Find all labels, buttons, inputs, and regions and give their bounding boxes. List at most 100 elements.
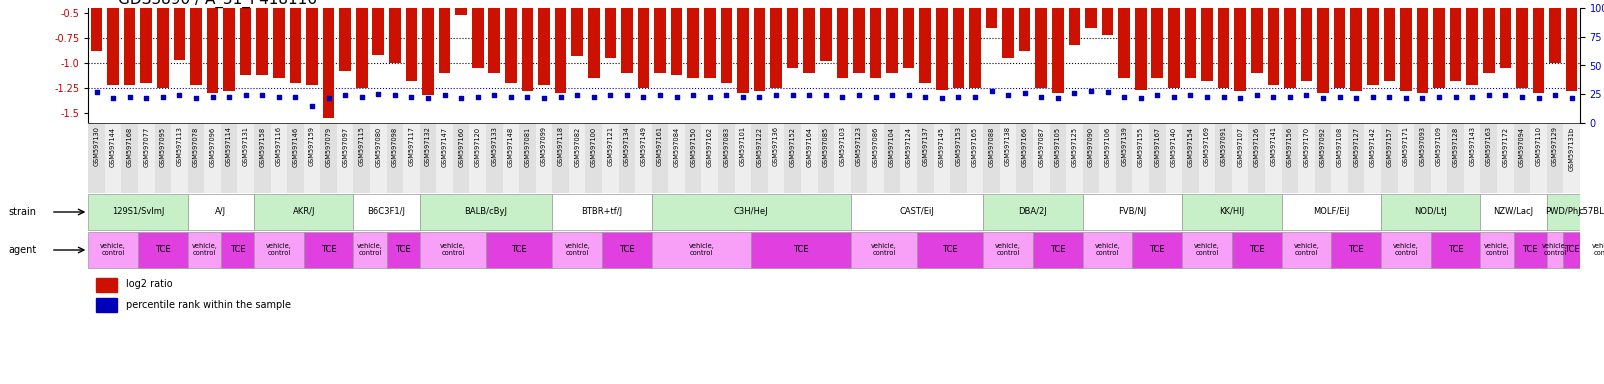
Bar [241,0,252,75]
Point [217,93,242,99]
Text: MOLF/EiJ: MOLF/EiJ [1314,207,1349,217]
Text: GSM597155: GSM597155 [1137,126,1144,167]
Text: log2 ratio: log2 ratio [125,279,172,289]
Text: AKR/J: AKR/J [292,207,314,217]
Text: agent: agent [8,245,37,255]
Bar [253,194,353,230]
Bar [1480,123,1497,193]
Bar [456,0,467,15]
Text: NOD/LtJ: NOD/LtJ [1415,207,1447,217]
Point [1046,94,1071,101]
Bar [237,123,253,193]
Text: GDS3890 / A_51_P418116: GDS3890 / A_51_P418116 [119,0,318,8]
Point [298,103,324,109]
Point [730,93,755,99]
Bar [868,123,884,193]
Bar [1546,123,1564,193]
Text: vehicle,
control: vehicle, control [266,243,292,257]
Bar [1132,123,1148,193]
Bar [651,232,751,268]
Bar [1400,0,1412,91]
Bar [635,123,651,193]
Bar [720,0,731,83]
Text: TCE: TCE [1448,245,1463,255]
Point [1078,88,1104,94]
Text: GSM597139: GSM597139 [1121,126,1128,166]
Bar [1148,123,1166,193]
Text: GSM597079: GSM597079 [326,126,332,167]
Bar [1266,123,1282,193]
Point [962,93,988,99]
Text: GSM597114: GSM597114 [226,126,233,167]
Point [531,94,557,101]
Bar [122,123,138,193]
Text: GSM597099: GSM597099 [541,126,547,167]
Text: vehicle,
control: vehicle, control [1591,243,1604,257]
Bar [204,123,221,193]
Text: GSM597156: GSM597156 [1286,126,1293,167]
Bar [953,0,964,88]
Bar [552,194,651,230]
Bar [1033,123,1049,193]
Text: C3H/HeJ: C3H/HeJ [735,207,768,217]
Text: GSM597164: GSM597164 [807,126,812,167]
Bar [422,0,433,95]
Text: GSM597170: GSM597170 [1304,126,1309,167]
Bar [1431,232,1480,268]
Bar [322,0,334,118]
Text: GSM597131b: GSM597131b [1569,126,1575,170]
Text: GSM597157: GSM597157 [1386,126,1392,167]
Point [1028,93,1054,99]
Bar [172,123,188,193]
Point [449,94,475,101]
Bar [704,0,715,78]
Point [1476,92,1501,98]
Text: GSM597154: GSM597154 [1187,126,1193,167]
Point [1227,94,1253,101]
Bar [372,0,383,55]
Text: BTBR+tf/J: BTBR+tf/J [582,207,622,217]
Point [151,93,176,99]
Bar [273,0,284,78]
Point [250,92,276,98]
Bar [138,123,154,193]
Bar [154,123,172,193]
Bar [1484,0,1495,73]
Point [1161,93,1187,99]
Text: vehicle,
control: vehicle, control [688,243,714,257]
Bar [638,0,650,88]
Bar [701,123,719,193]
Bar [1285,0,1296,88]
Bar [96,298,117,311]
Bar [585,123,602,193]
Text: GSM597133: GSM597133 [491,126,497,166]
Text: TCE: TCE [1150,245,1165,255]
Bar [303,123,321,193]
Bar [1514,232,1546,268]
Bar [869,0,881,78]
Point [1096,89,1121,95]
Bar [1351,0,1362,91]
Point [117,93,143,99]
Bar [88,194,188,230]
Text: vehicle,
control: vehicle, control [1193,243,1221,257]
Point [332,92,358,98]
Bar [353,232,387,268]
Bar [1447,123,1464,193]
Bar [1331,123,1347,193]
Text: GSM597143: GSM597143 [1469,126,1476,167]
Bar [884,123,900,193]
Text: GSM597113: GSM597113 [176,126,183,166]
Point [946,93,972,99]
Bar [1132,232,1182,268]
Text: GSM597104: GSM597104 [889,126,895,167]
Bar [986,0,998,28]
Bar [436,123,452,193]
Bar [768,123,784,193]
Bar [88,232,138,268]
Bar [1580,194,1604,230]
Bar [1083,194,1182,230]
Text: GSM597138: GSM597138 [1006,126,1011,167]
Text: GSM597152: GSM597152 [789,126,796,167]
Bar [651,123,669,193]
